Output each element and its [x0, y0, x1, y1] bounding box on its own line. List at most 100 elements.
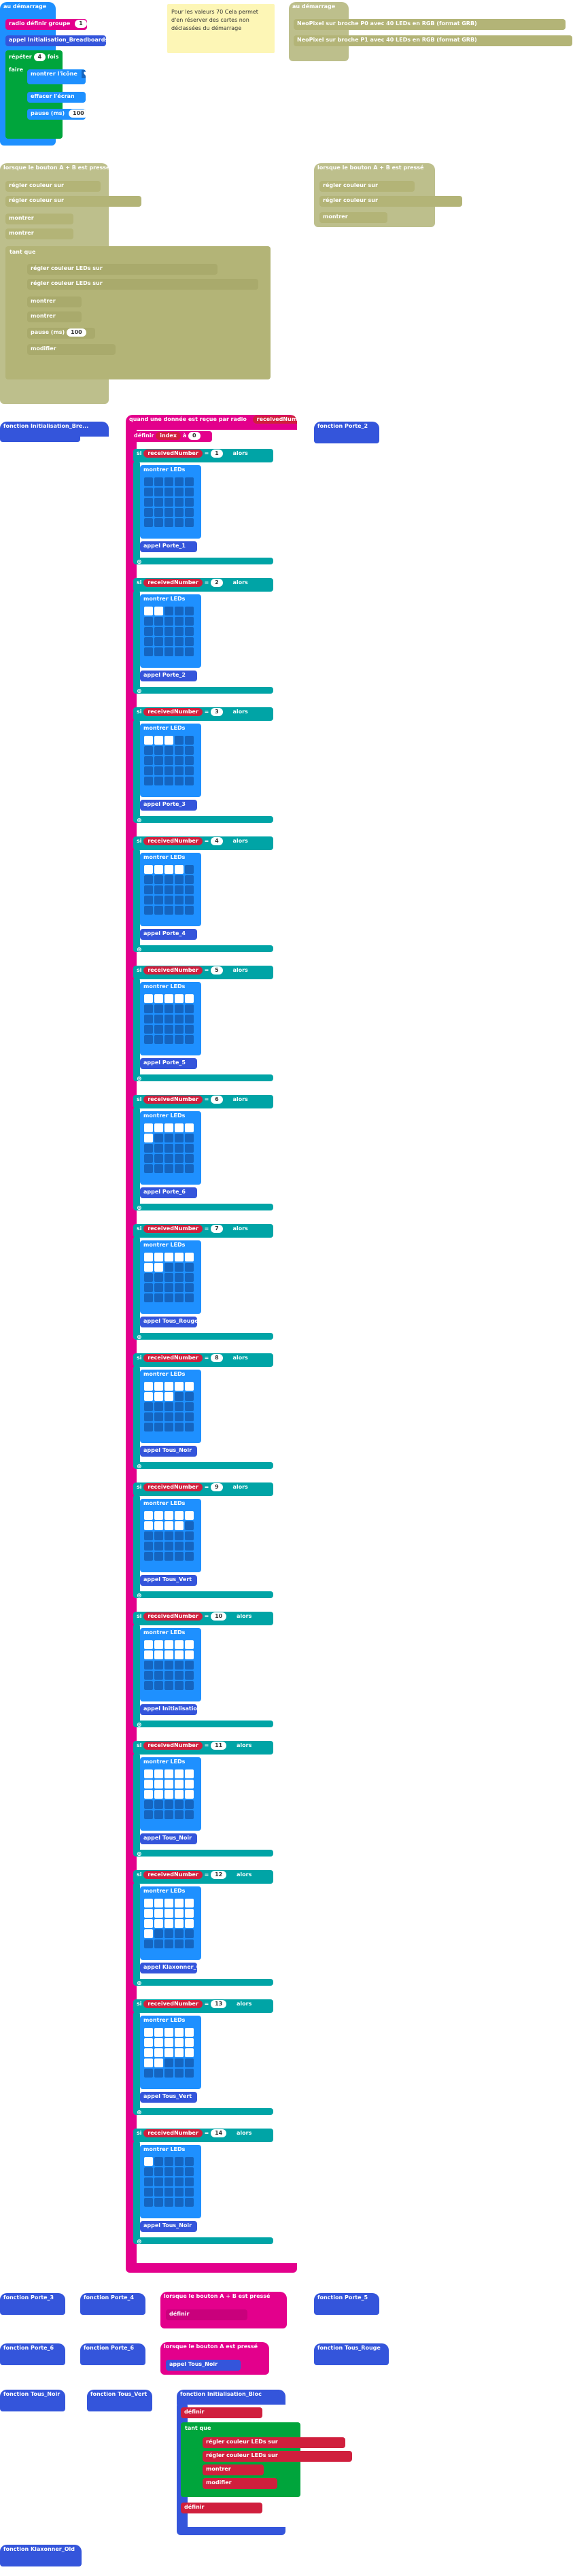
led-cell[interactable] [164, 1015, 173, 1023]
led-cell[interactable] [154, 1671, 163, 1680]
led-cell[interactable] [185, 1283, 194, 1292]
led-cell[interactable] [154, 518, 163, 527]
led-cell[interactable] [164, 2028, 173, 2037]
case-value[interactable]: 12 [211, 1871, 227, 1879]
init-while1-row4[interactable]: modifier [203, 2478, 277, 2489]
led-cell[interactable] [175, 518, 184, 527]
call-function-block[interactable]: appel Tous_Vert [140, 2092, 197, 2103]
led-cell[interactable] [164, 777, 173, 785]
led-cell[interactable] [154, 777, 163, 785]
led-cell[interactable] [175, 508, 184, 517]
led-cell[interactable] [144, 1552, 153, 1561]
led-grid[interactable] [144, 2157, 194, 2207]
led-cell[interactable] [185, 1671, 194, 1680]
led-cell[interactable] [175, 1790, 184, 1799]
radio-if-block[interactable]: si receivedNumber = 7 alors [133, 1224, 273, 1238]
received-number-var[interactable]: receivedNumber [143, 2000, 203, 2008]
led-cell[interactable] [175, 2188, 184, 2197]
led-cell[interactable] [175, 2069, 184, 2078]
led-cell[interactable] [164, 498, 173, 507]
led-cell[interactable] [144, 1542, 153, 1550]
led-cell[interactable] [175, 1939, 184, 1948]
led-cell[interactable] [164, 736, 173, 745]
led-cell[interactable] [175, 1769, 184, 1778]
func-tous-vert-hat[interactable]: fonction Tous_Vert [87, 2390, 152, 2405]
call-function-block[interactable]: appel Porte_5 [140, 1058, 197, 1069]
func-tous-noir-hat[interactable]: fonction Tous_Noir [0, 2390, 65, 2405]
radio-receive-hat[interactable]: quand une donnée est reçue par radio rec… [126, 415, 297, 430]
led-cell[interactable] [144, 2069, 153, 2078]
led-cell[interactable] [175, 647, 184, 656]
call-function-block[interactable]: appel Porte_2 [140, 671, 197, 681]
led-cell[interactable] [144, 647, 153, 656]
led-cell[interactable] [154, 756, 163, 765]
led-cell[interactable] [175, 1671, 184, 1680]
led-cell[interactable] [175, 1780, 184, 1789]
led-cell[interactable] [164, 1640, 173, 1649]
call-function-block[interactable]: appel Tous_Noir [140, 1446, 197, 1457]
set-index-block[interactable]: définir index à 0 [131, 431, 212, 442]
led-cell[interactable] [154, 1273, 163, 1282]
led-cell[interactable] [164, 1402, 173, 1411]
led-cell[interactable] [164, 1273, 173, 1282]
led-cell[interactable] [175, 2048, 184, 2057]
show-1[interactable]: montrer [5, 214, 73, 224]
received-number-var[interactable]: receivedNumber [143, 1483, 203, 1491]
led-cell[interactable] [154, 994, 163, 1003]
led-cell[interactable] [175, 1800, 184, 1809]
led-cell[interactable] [164, 1939, 173, 1948]
case-value[interactable]: 2 [211, 579, 223, 587]
led-cell[interactable] [175, 1521, 184, 1530]
led-cell[interactable] [175, 1640, 184, 1649]
add-case-icon[interactable]: ⊕ [137, 1980, 142, 1986]
led-cell[interactable] [144, 1293, 153, 1302]
led-cell[interactable] [144, 637, 153, 646]
led-cell[interactable] [185, 1790, 194, 1799]
button-a-radio-hat[interactable]: lorsque le bouton A est pressé [160, 2342, 269, 2356]
led-cell[interactable] [144, 498, 153, 507]
led-cell[interactable] [144, 2028, 153, 2037]
loop-row-2[interactable]: régler couleur LEDs sur [27, 279, 258, 290]
led-cell[interactable] [175, 777, 184, 785]
led-cell[interactable] [144, 488, 153, 496]
loop-row-1[interactable]: régler couleur LEDs sur [27, 264, 218, 275]
init-set-index[interactable]: définir [181, 2407, 262, 2418]
led-cell[interactable] [175, 1661, 184, 1670]
led-cell[interactable] [175, 1134, 184, 1142]
led-cell[interactable] [164, 1035, 173, 1044]
led-cell[interactable] [175, 1412, 184, 1421]
led-cell[interactable] [175, 1144, 184, 1153]
led-cell[interactable] [154, 865, 163, 874]
call-function-block[interactable]: appel Porte_6 [140, 1187, 197, 1198]
add-case-icon[interactable]: ⊕ [137, 1076, 142, 1081]
led-cell[interactable] [175, 1919, 184, 1928]
led-cell[interactable] [144, 875, 153, 884]
led-cell[interactable] [154, 2157, 163, 2166]
led-cell[interactable] [144, 607, 153, 615]
led-cell[interactable] [154, 1164, 163, 1173]
led-cell[interactable] [154, 906, 163, 915]
led-cell[interactable] [185, 1542, 194, 1550]
led-cell[interactable] [175, 617, 184, 626]
led-cell[interactable] [154, 1810, 163, 1819]
led-cell[interactable] [164, 2167, 173, 2176]
led-cell[interactable] [154, 1283, 163, 1292]
led-cell[interactable] [144, 1661, 153, 1670]
led-cell[interactable] [144, 1402, 153, 1411]
led-cell[interactable] [185, 488, 194, 496]
led-cell[interactable] [164, 1253, 173, 1261]
led-cell[interactable] [164, 1423, 173, 1431]
led-cell[interactable] [154, 2048, 163, 2057]
led-cell[interactable] [154, 1769, 163, 1778]
func-porte4-hat[interactable]: fonction Porte_4 [80, 2293, 145, 2308]
led-cell[interactable] [144, 865, 153, 874]
show-b1[interactable]: montrer [319, 212, 387, 223]
led-cell[interactable] [185, 1919, 194, 1928]
led-cell[interactable] [185, 1661, 194, 1670]
add-case-icon[interactable]: ⊕ [137, 1205, 142, 1210]
led-cell[interactable] [185, 1531, 194, 1540]
led-cell[interactable] [175, 746, 184, 755]
led-cell[interactable] [144, 1800, 153, 1809]
led-cell[interactable] [144, 1004, 153, 1013]
case-value[interactable]: 10 [211, 1612, 227, 1621]
